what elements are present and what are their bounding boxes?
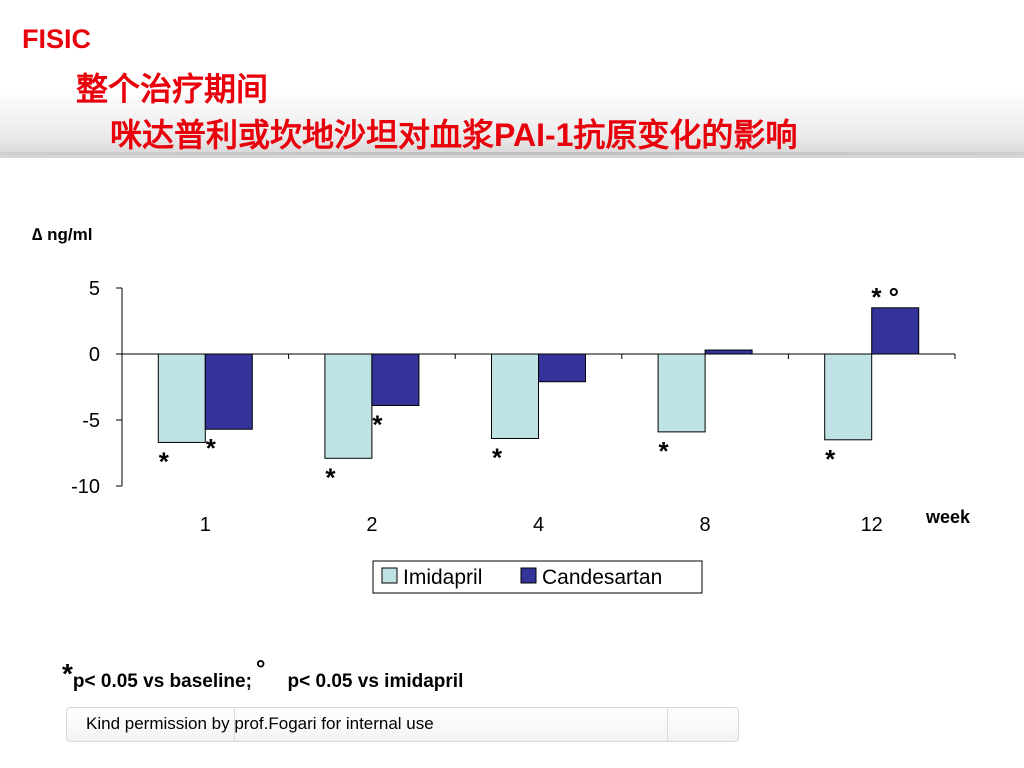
y-tick-label: 0 <box>89 344 100 366</box>
x-tick-label: 1 <box>200 514 211 536</box>
legend-label: Imidapril <box>403 566 482 589</box>
y-tick-label: -5 <box>82 410 100 432</box>
footer-box <box>66 707 739 742</box>
title-line-1: 整个治疗期间 <box>76 71 269 107</box>
x-tick-label: 12 <box>861 514 883 536</box>
y-axis-label: ∆ ng/ml <box>32 225 92 244</box>
significance-marker: * <box>372 409 383 439</box>
significance-marker: * ° <box>871 282 899 312</box>
bar-imidapril-4 <box>491 353 539 439</box>
legend-swatch <box>520 567 537 584</box>
bar-imidapril-2 <box>324 353 373 459</box>
significance-marker: * <box>825 444 836 474</box>
bar-candesartan-4 <box>538 353 586 383</box>
footer-divider <box>667 708 668 741</box>
title-line-2: 咪达普利或坎地沙坦对血浆PAI-1抗原变化的影响 <box>110 117 798 153</box>
legend-swatch <box>381 567 398 584</box>
x-tick-label: 2 <box>366 514 377 536</box>
bar-candesartan-8 <box>704 349 753 355</box>
footer-divider <box>234 708 235 741</box>
legend-label: Candesartan <box>542 566 662 589</box>
significance-marker: * <box>206 433 217 463</box>
bar-imidapril-12 <box>824 353 873 441</box>
x-tick-label: 4 <box>533 514 544 536</box>
bar-imidapril-8 <box>657 353 706 433</box>
y-tick-label: 5 <box>89 278 100 300</box>
significance-marker: * <box>659 436 670 466</box>
brand-label: FISIC <box>22 24 92 54</box>
footnote-star: * <box>62 658 73 689</box>
bar-candesartan-1 <box>204 353 253 430</box>
significance-marker: * <box>325 462 336 492</box>
footnote-baseline: p< 0.05 vs baseline; <box>72 671 252 692</box>
x-tick-label: 8 <box>700 514 711 536</box>
significance-marker: * <box>159 446 170 476</box>
footnote: *p< 0.05 vs baseline; ° p< 0.05 vs imidapr… <box>62 656 463 693</box>
header-divider <box>0 152 1024 155</box>
legend-box <box>372 560 703 594</box>
significance-marker: * <box>492 442 503 472</box>
bar-candesartan-2 <box>371 353 420 406</box>
bar-imidapril-1 <box>157 353 206 443</box>
x-axis-label: week <box>925 507 971 527</box>
footnote-imidapril: p< 0.05 vs imidapril <box>287 671 464 692</box>
y-tick-label: -10 <box>71 476 100 498</box>
header-band <box>0 0 1024 158</box>
footer-text: Kind permission by prof.Fogari for inter… <box>86 714 434 733</box>
bar-candesartan-12 <box>871 307 920 355</box>
footnote-circle: ° <box>255 656 266 683</box>
